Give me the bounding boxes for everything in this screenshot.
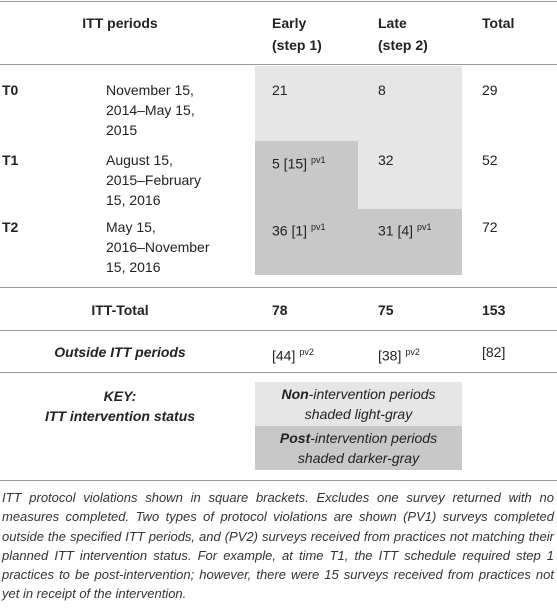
key-emph: Non <box>281 386 309 402</box>
cell-text: 32 <box>378 152 394 168</box>
period-text: 15, 2016 <box>106 192 161 208</box>
rule <box>0 64 557 65</box>
key-light <box>255 382 462 426</box>
row-label: T0 <box>2 82 19 98</box>
key-text: -intervention periods <box>308 386 436 402</box>
cell: 8 <box>378 80 386 100</box>
cell: 153 <box>482 302 506 318</box>
superscript: pv1 <box>311 155 326 165</box>
rule <box>0 287 557 288</box>
caption: ITT protocol violations shown in square … <box>2 490 554 602</box>
period-text: 2015 <box>106 122 138 138</box>
cell: 52 <box>482 152 498 168</box>
rule <box>0 330 557 331</box>
key-emph: Post <box>279 430 311 446</box>
key-dark <box>255 426 462 470</box>
cell: 75 <box>378 302 394 318</box>
period-text: 15, 2016 <box>106 259 161 275</box>
superscript: pv2 <box>299 347 314 357</box>
rule <box>0 372 557 373</box>
key-text: -intervention periods <box>310 430 438 446</box>
cell-text: 36 [1] <box>272 222 308 239</box>
cell: [44] pv2 <box>272 342 314 366</box>
shade-light <box>255 66 462 141</box>
header-cell: (step 1) <box>272 37 322 53</box>
superscript: pv1 <box>417 222 432 232</box>
row-label: Outside ITT periods <box>54 344 186 360</box>
shade-light <box>358 141 462 209</box>
rule <box>0 480 557 481</box>
period-text: November 15, <box>106 82 194 98</box>
cell-text: 8 <box>378 82 386 98</box>
cell-text: [44] <box>272 347 296 364</box>
header-cell: Total <box>482 15 515 31</box>
cell-text: 21 <box>272 82 288 98</box>
period-text: 2015–February <box>106 172 201 188</box>
key-text: Non-intervention periods <box>255 384 462 404</box>
header-cell: Early <box>272 15 307 31</box>
cell: [82] <box>482 344 506 360</box>
row-label: ITT-Total <box>91 302 149 318</box>
row-label: T2 <box>2 219 19 235</box>
cell: 36 [1] pv1 <box>272 217 326 241</box>
period-text: May 15, <box>106 219 156 235</box>
rule <box>0 1 557 2</box>
cell-text: [38] <box>378 347 402 364</box>
cell: [38] pv2 <box>378 342 420 366</box>
superscript: pv2 <box>405 347 420 357</box>
cell: 5 [15] pv1 <box>272 150 326 174</box>
cell: 31 [4] pv1 <box>378 217 432 241</box>
shade-dark <box>255 141 358 275</box>
period-text: August 15, <box>106 152 173 168</box>
cell: 32 <box>378 150 394 170</box>
cell: 72 <box>482 219 498 235</box>
key-text: shaded light-gray <box>304 406 413 422</box>
key-label: ITT intervention status <box>44 408 196 424</box>
shade-dark <box>358 209 462 275</box>
header-cell: ITT periods <box>82 15 158 31</box>
period-text: 2016–November <box>106 239 210 255</box>
header-cell: Late <box>378 15 407 31</box>
cell: 21 <box>272 80 288 100</box>
cell: 78 <box>272 302 288 318</box>
period-text: 2014–May 15, <box>106 102 195 118</box>
key-text: shaded darker-gray <box>297 450 420 466</box>
cell-text: 5 [15] <box>272 155 308 172</box>
key-label: KEY: <box>103 388 137 404</box>
cell-text: 31 [4] <box>378 222 414 239</box>
cell: 29 <box>482 82 498 98</box>
superscript: pv1 <box>311 222 326 232</box>
header-cell: (step 2) <box>378 37 428 53</box>
key-text: Post-intervention periods <box>255 428 462 448</box>
row-label: T1 <box>2 152 19 168</box>
